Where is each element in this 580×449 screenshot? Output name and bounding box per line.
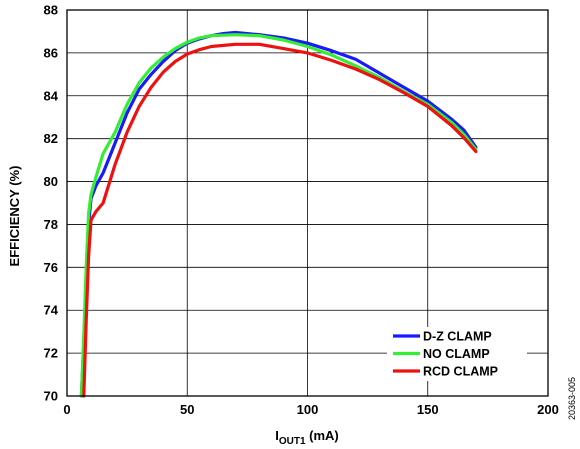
- series-line-rcd-clamp: [82, 42, 478, 398]
- legend-label: RCD CLAMP: [423, 365, 498, 379]
- x-tick-label: 150: [417, 402, 439, 417]
- legend-label: D-Z CLAMP: [423, 330, 492, 344]
- x-axis-label-unit: (mA): [306, 428, 339, 443]
- x-axis-label-subscript: OUT1: [279, 436, 306, 447]
- y-tick-label: 78: [44, 217, 58, 232]
- y-tick-label: 82: [44, 131, 58, 146]
- grid-lines: [67, 10, 548, 396]
- y-tick-label: 76: [44, 260, 58, 275]
- y-tick-label: 74: [44, 303, 59, 318]
- x-axis-label: IOUT1 (mA): [275, 428, 339, 447]
- y-axis-label: EFFICIENCY (%): [7, 166, 22, 267]
- y-tick-label: 70: [44, 389, 58, 404]
- y-tick-label: 84: [44, 88, 59, 103]
- x-axis-label-main: I: [275, 428, 279, 443]
- x-tick-label: 50: [180, 402, 194, 417]
- x-tick-label: 0: [63, 402, 70, 417]
- y-tick-label: 88: [44, 3, 58, 18]
- series-lines: [79, 30, 478, 398]
- legend-label: NO CLAMP: [423, 347, 490, 361]
- x-tick-label: 100: [297, 402, 319, 417]
- x-tick-label: 200: [537, 402, 559, 417]
- y-tick-label: 72: [44, 346, 58, 361]
- y-tick-label: 86: [44, 45, 58, 60]
- plot-frame: [66, 9, 549, 397]
- y-tick-label: 80: [44, 174, 58, 189]
- legend: D-Z CLAMP NO CLAMP RCD CLAMP: [387, 327, 527, 381]
- tick-labels: 0 50 100 150 200 70 72 74 76 78 80 82 84 86 88: [44, 3, 559, 418]
- figure-id: 20363-005: [567, 377, 577, 420]
